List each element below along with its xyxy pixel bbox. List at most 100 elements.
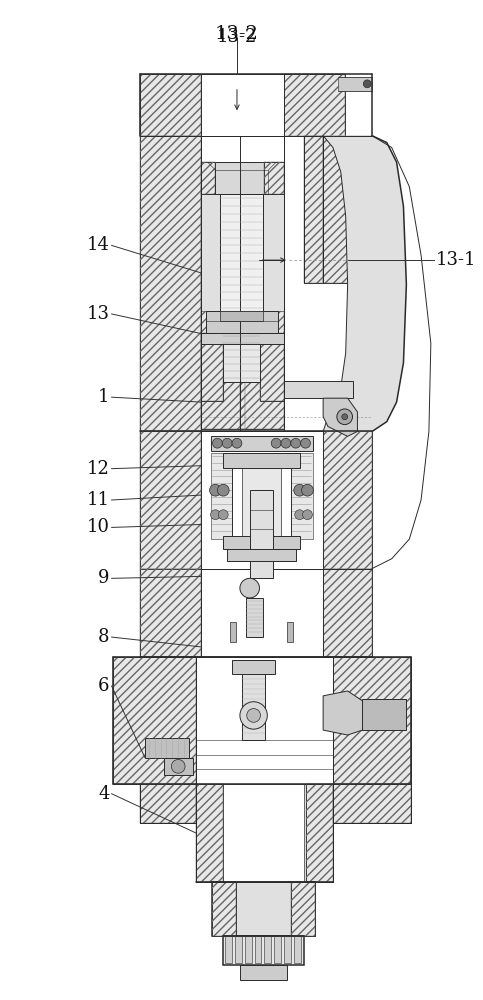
Bar: [223, 784, 303, 882]
Polygon shape: [323, 136, 406, 431]
Bar: [232, 453, 291, 549]
Circle shape: [211, 510, 220, 520]
Bar: [306, 784, 333, 882]
Circle shape: [302, 510, 313, 520]
Text: 13-2: 13-2: [217, 28, 257, 46]
Bar: [113, 657, 196, 784]
Bar: [140, 569, 201, 657]
Bar: [240, 187, 284, 429]
Bar: [140, 784, 196, 823]
Bar: [240, 187, 284, 429]
Circle shape: [301, 484, 313, 496]
Bar: [333, 784, 412, 823]
Text: 13-1: 13-1: [436, 251, 476, 269]
Polygon shape: [323, 398, 357, 436]
Bar: [232, 660, 275, 674]
Text: 4: 4: [99, 785, 110, 803]
Bar: [201, 333, 284, 344]
Bar: [140, 74, 201, 136]
Text: 1: 1: [98, 388, 110, 406]
Bar: [201, 187, 245, 429]
Bar: [211, 436, 313, 451]
Circle shape: [337, 409, 353, 425]
Bar: [212, 882, 236, 936]
Bar: [284, 381, 353, 398]
Bar: [223, 333, 260, 382]
Bar: [338, 77, 372, 91]
Polygon shape: [333, 784, 412, 823]
Bar: [145, 738, 189, 758]
Text: 13: 13: [86, 305, 110, 323]
Polygon shape: [323, 691, 367, 735]
Bar: [201, 431, 323, 569]
Bar: [284, 431, 323, 569]
Bar: [282, 453, 313, 539]
Bar: [260, 333, 284, 401]
Bar: [250, 490, 273, 578]
Bar: [362, 699, 406, 730]
Bar: [196, 784, 223, 882]
Polygon shape: [140, 784, 196, 823]
Bar: [140, 136, 201, 431]
Text: 6: 6: [98, 677, 110, 695]
Circle shape: [363, 80, 371, 88]
Bar: [303, 136, 323, 283]
Text: 10: 10: [86, 518, 110, 536]
Bar: [140, 74, 201, 136]
Bar: [246, 598, 263, 637]
Bar: [201, 569, 323, 657]
Bar: [264, 162, 284, 194]
Bar: [242, 662, 265, 740]
Bar: [223, 536, 299, 549]
Bar: [291, 882, 315, 936]
Bar: [113, 657, 196, 784]
Bar: [287, 622, 293, 642]
Bar: [240, 965, 287, 980]
Bar: [201, 162, 215, 194]
Bar: [225, 936, 232, 963]
Bar: [208, 162, 276, 194]
Bar: [220, 311, 263, 321]
Bar: [164, 758, 193, 775]
Circle shape: [281, 438, 291, 448]
Bar: [140, 569, 201, 657]
Text: 9: 9: [98, 569, 110, 587]
Bar: [306, 784, 333, 882]
Bar: [235, 936, 242, 963]
Circle shape: [171, 759, 185, 773]
Bar: [227, 549, 296, 561]
Circle shape: [295, 510, 305, 520]
Bar: [323, 136, 372, 283]
Bar: [323, 657, 412, 784]
Bar: [323, 431, 372, 569]
Bar: [263, 194, 284, 311]
Circle shape: [232, 438, 242, 448]
Bar: [201, 333, 223, 401]
Text: 8: 8: [98, 628, 110, 646]
Text: 13-2: 13-2: [215, 25, 259, 43]
Circle shape: [240, 578, 259, 598]
Bar: [264, 936, 271, 963]
Bar: [223, 936, 303, 965]
Bar: [201, 187, 245, 429]
Bar: [284, 431, 323, 569]
Bar: [255, 936, 261, 963]
Bar: [284, 74, 345, 136]
Circle shape: [210, 484, 221, 496]
Bar: [201, 194, 220, 311]
Bar: [294, 936, 300, 963]
Text: 11: 11: [86, 491, 110, 509]
Bar: [212, 882, 236, 936]
Bar: [212, 882, 315, 936]
Circle shape: [213, 438, 222, 448]
Bar: [242, 463, 281, 539]
Circle shape: [342, 414, 348, 420]
Bar: [201, 333, 223, 401]
Circle shape: [217, 484, 229, 496]
Bar: [140, 431, 201, 569]
Bar: [291, 882, 315, 936]
Bar: [323, 569, 372, 657]
Bar: [284, 74, 345, 136]
Bar: [323, 569, 372, 657]
Bar: [220, 194, 263, 311]
